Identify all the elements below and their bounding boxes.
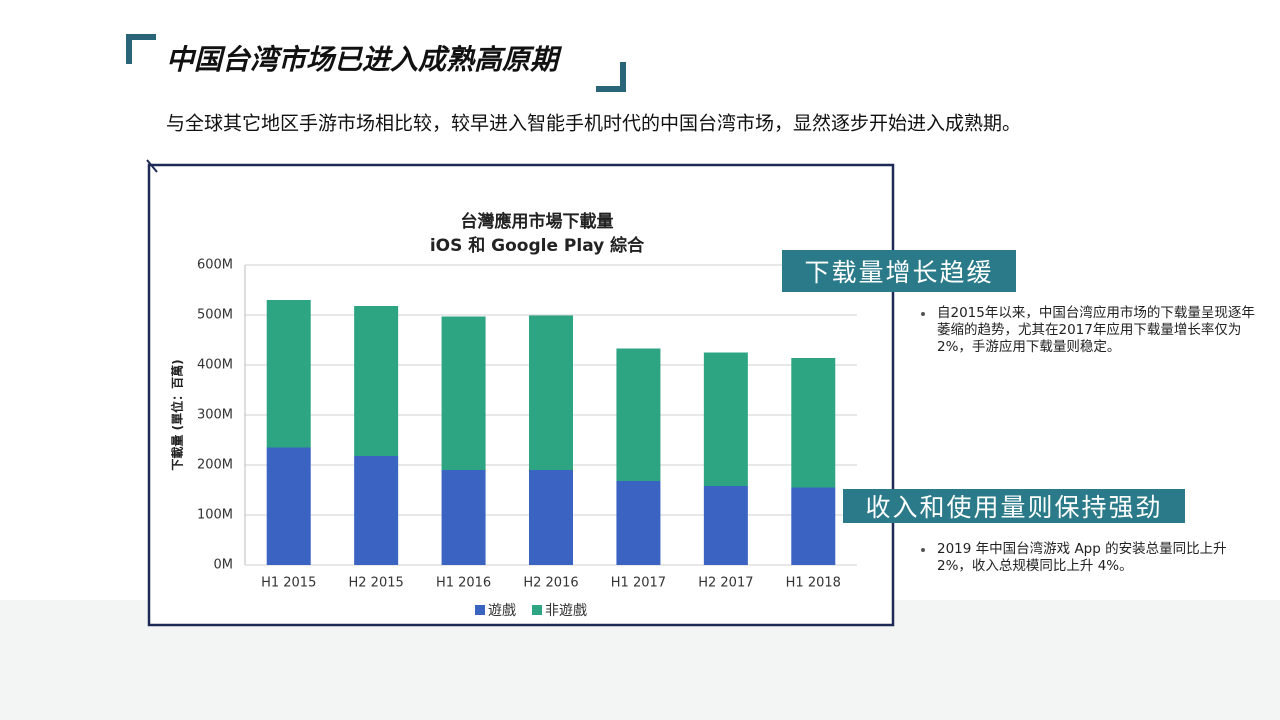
bar: [441, 470, 486, 565]
bar: [266, 447, 311, 565]
bar: [441, 316, 486, 470]
legend-label: 非遊戲: [545, 603, 587, 619]
y-tick-label: 500M: [197, 308, 233, 323]
y-tick-label: 300M: [197, 408, 233, 423]
y-tick-label: 100M: [197, 508, 233, 523]
bar: [616, 481, 661, 565]
panel-heading: 下载量增长趋缓: [782, 250, 1016, 292]
x-tick-label: H1 2017: [611, 576, 666, 591]
y-tick-label: 400M: [197, 358, 233, 373]
legend-label: 遊戲: [488, 603, 516, 619]
chart-title: 台灣應用市場下載量: [461, 211, 614, 232]
page-subtitle: 与全球其它地区手游市场相比较，较早进入智能手机时代的中国台湾市场，显然逐步开始进…: [166, 113, 1021, 135]
bullet: [921, 312, 925, 316]
y-tick-label: 0M: [214, 558, 234, 573]
chart-subtitle: iOS 和 Google Play 綜合: [430, 235, 645, 256]
bullet: [921, 548, 925, 552]
y-tick-label: 200M: [197, 458, 233, 473]
x-tick-label: H2 2017: [698, 576, 753, 591]
x-tick-label: H1 2015: [261, 576, 316, 591]
corner-deco: [596, 62, 626, 92]
bar: [791, 358, 836, 488]
bar: [354, 306, 399, 456]
x-tick-label: H2 2015: [349, 576, 404, 591]
legend-swatch: [475, 605, 485, 615]
bar: [529, 470, 573, 565]
y-tick-label: 600M: [197, 258, 233, 273]
y-axis-label: 下載量 (單位：百萬): [170, 359, 185, 470]
bar: [791, 487, 836, 565]
corner-deco: [126, 34, 156, 64]
panel-text: 自2015年以来，中国台湾应用市场的下载量呈现逐年萎缩的趋势，尤其在2017年应…: [937, 305, 1255, 355]
x-tick-label: H1 2018: [786, 576, 841, 591]
bar: [266, 300, 311, 448]
x-tick-label: H1 2016: [436, 576, 491, 591]
bar: [703, 352, 748, 486]
legend-swatch: [532, 605, 542, 615]
bar: [616, 348, 661, 481]
bar: [703, 486, 748, 565]
bar: [354, 456, 399, 565]
panel-heading: 收入和使用量则保持强劲: [843, 489, 1185, 523]
x-tick-label: H2 2016: [523, 576, 578, 591]
page-title: 中国台湾市场已进入成熟高原期: [166, 43, 563, 76]
panel-text: 2019 年中国台湾游戏 App 的安装总量同比上升 2%，收入总规模同比上升 …: [937, 541, 1227, 574]
frame-deco: [146, 159, 158, 173]
bar: [529, 315, 573, 470]
chart-frame: [147, 163, 895, 627]
